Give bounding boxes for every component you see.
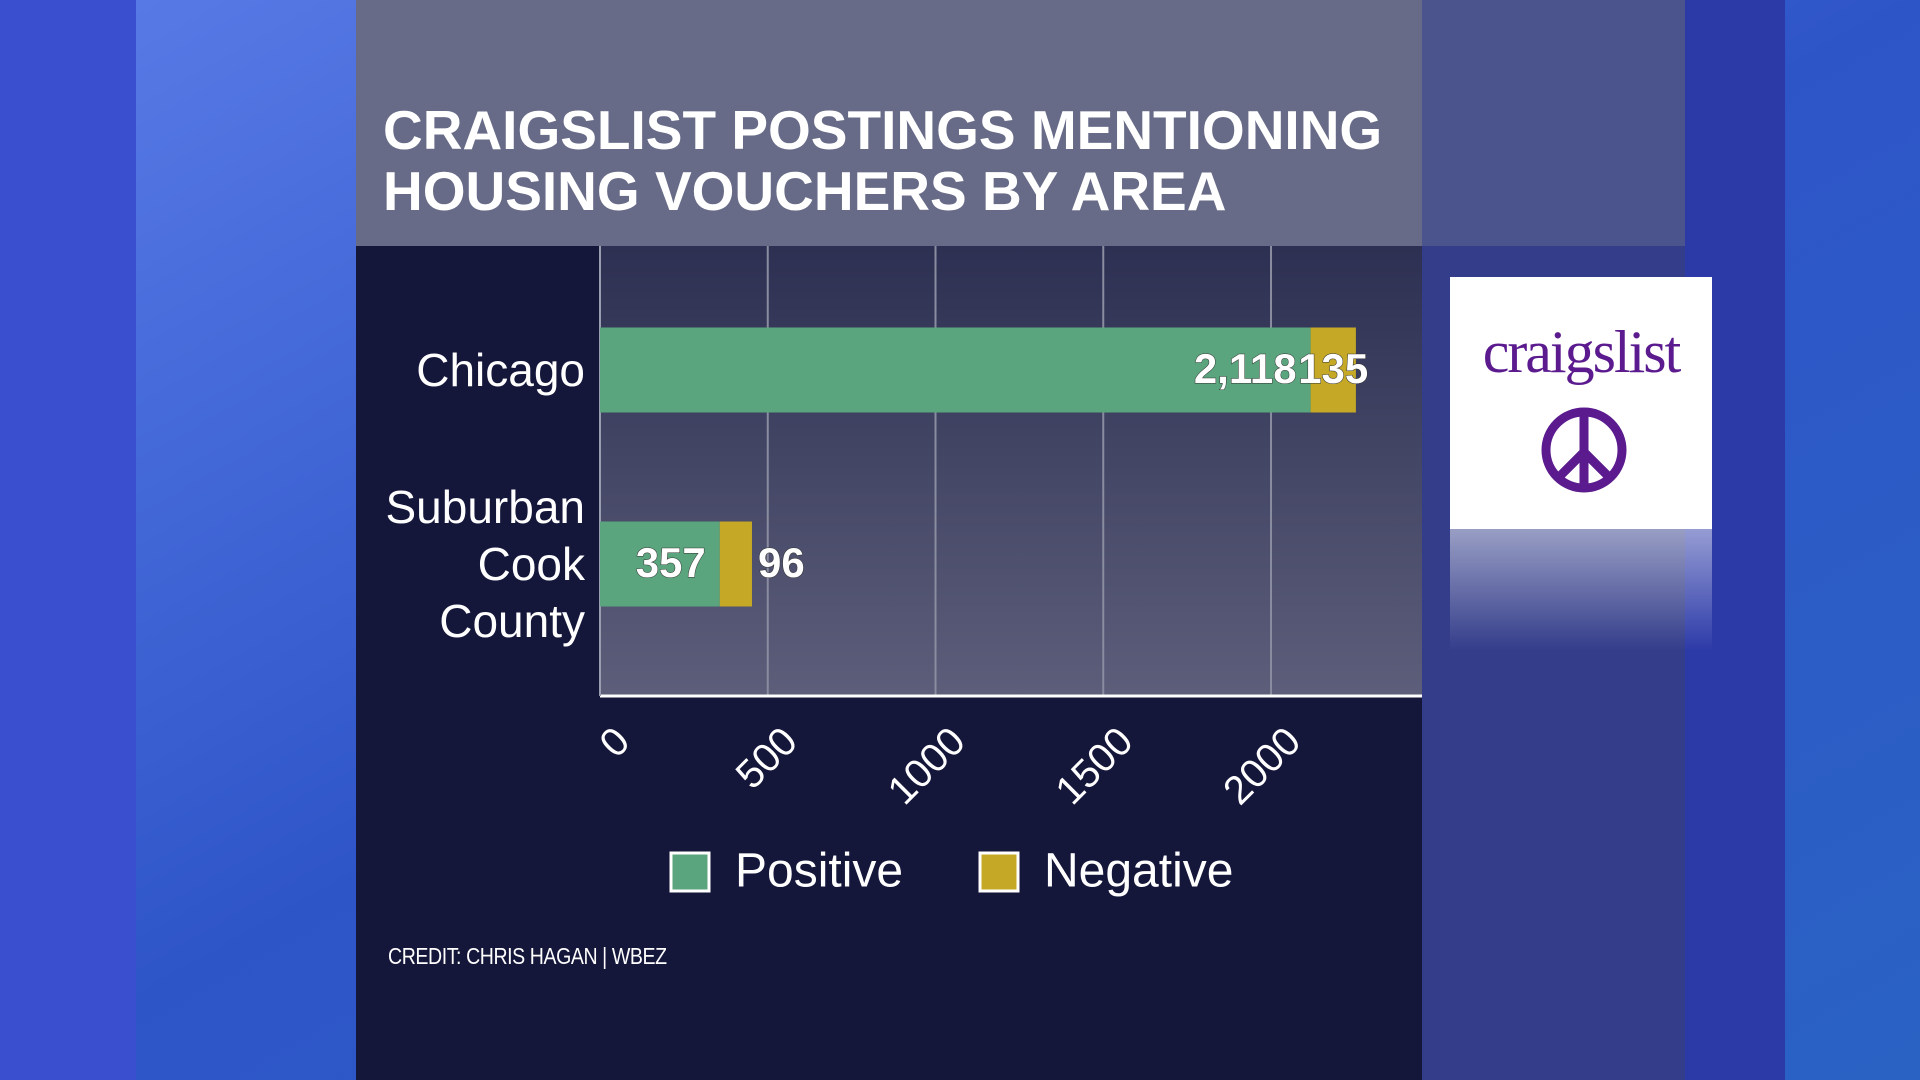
plot-area — [600, 246, 1422, 696]
logo-reflection — [1450, 529, 1712, 651]
peace-line — [1554, 448, 1588, 482]
legend-label: Positive — [735, 845, 903, 898]
category-label: Chicago — [416, 343, 585, 396]
bar-segment — [600, 327, 1311, 413]
peace-symbol — [1541, 407, 1627, 493]
legend-swatch — [978, 851, 1020, 893]
title-panel — [356, 0, 1422, 246]
category-label: Suburban Cook County — [385, 480, 586, 647]
logo-text: craigslist — [1482, 319, 1682, 385]
bar-segment — [600, 521, 720, 607]
peace-line — [1580, 448, 1614, 482]
legend-label: Negative — [1044, 845, 1233, 898]
bar-segment — [719, 521, 752, 607]
chart-title: CRAIGSLIST POSTINGS MENTIONING HOUSING V… — [383, 99, 1383, 222]
legend-swatch — [669, 851, 711, 893]
data-label: 2,118 — [1194, 345, 1297, 392]
data-label: 357 — [636, 539, 706, 586]
credit: CREDIT: CHRIS HAGAN | WBEZ — [388, 943, 667, 969]
bar-segment — [1310, 327, 1356, 413]
side-panel — [0, 0, 136, 1080]
data-label: 96 — [758, 539, 805, 586]
data-label: 135 — [1298, 345, 1368, 392]
right-strip-top — [1422, 0, 1685, 246]
